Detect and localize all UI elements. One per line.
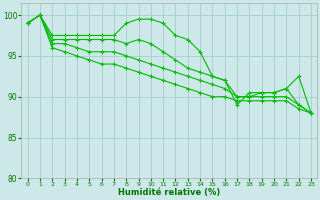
X-axis label: Humidité relative (%): Humidité relative (%) [118,188,220,197]
